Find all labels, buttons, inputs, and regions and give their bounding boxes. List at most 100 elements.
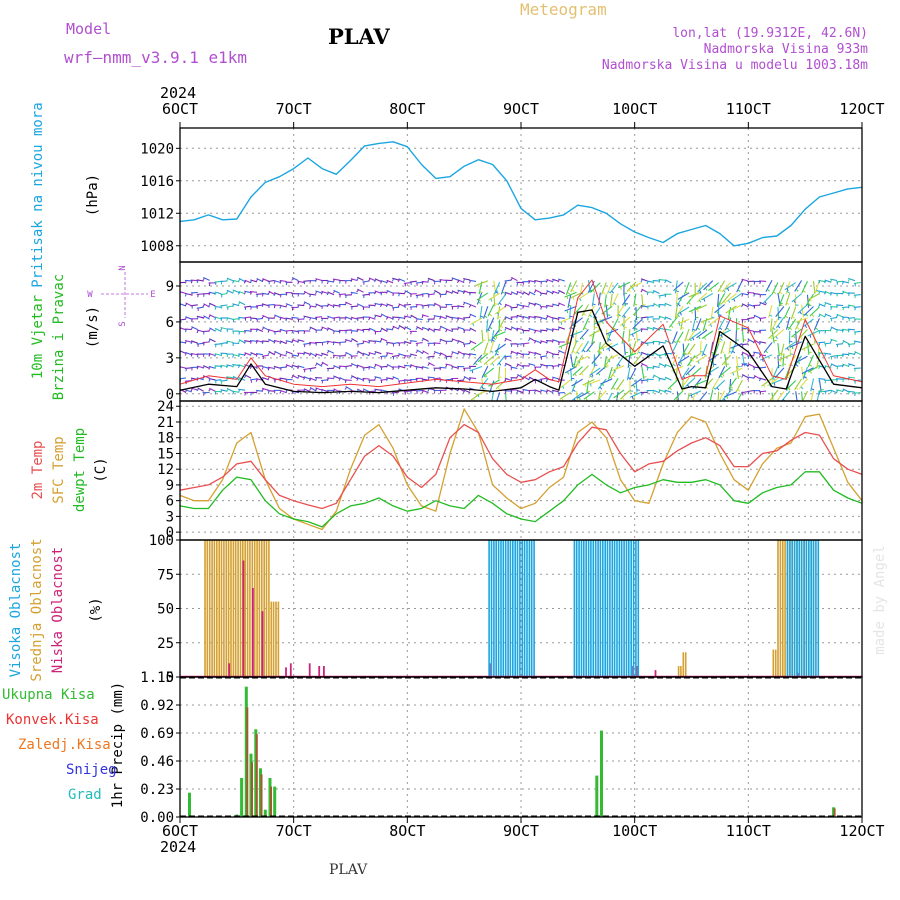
wind-barb-76-7 <box>621 306 631 318</box>
wind-barb-flag-75-0 <box>615 396 618 400</box>
wind-barb-flag-24-9 <box>314 278 318 282</box>
temp-ylabel-2m: 2m Temp <box>30 440 46 499</box>
wind-barb-flag-19-8 <box>285 292 288 296</box>
wind-barb-79-9 <box>640 278 648 282</box>
wind-barb-flag-31-3 <box>356 351 360 355</box>
wind-barb-flag-63-8 <box>545 290 549 294</box>
wind-barb-flag-35-6 <box>380 314 383 318</box>
labels-layer: 6OCT 6OCT 7OCT 7OCT 8OCT 8OCT 9OCT 9OCT 10OCT 10O… <box>2 100 888 840</box>
cloud-bar-2-1-89 <box>602 540 604 677</box>
wind-barb-flag-113-3 <box>842 354 844 358</box>
wind-barb-101-9 <box>771 282 779 295</box>
wind-barb-flag-15-4 <box>261 340 264 345</box>
precip-legend-3: Snijeg <box>66 762 117 778</box>
wind-barb-flag-21-8 <box>297 293 300 297</box>
wind-barb-flag-33-6 <box>368 317 371 321</box>
wind-barb-95-1 <box>735 379 743 392</box>
wind-barb-flag-104-4 <box>786 347 790 351</box>
year-bottom-label: 2024 <box>160 838 197 856</box>
wind-barb-flag-48-4 <box>456 340 460 344</box>
wind-barb-66-1 <box>560 379 572 389</box>
wind-barb-88-2 <box>690 367 702 377</box>
wind-barb-flag-94-5 <box>735 339 740 341</box>
wind-barb-flag-91-4 <box>714 353 718 356</box>
wind-barb-flag-76-9 <box>620 286 622 290</box>
wind-barb-flag-63-6 <box>545 315 549 319</box>
wind-barb-flag-39-1 <box>404 379 406 383</box>
wind-barb-flag-53-4 <box>490 350 494 353</box>
wind-barb-flag-51-2 <box>471 370 474 374</box>
wind-barb-flag-3-5 <box>190 326 194 330</box>
precip-bar-1-0 <box>246 707 249 817</box>
wind-barb-flag-43-1 <box>427 377 430 381</box>
cloud-bar-0-0-11 <box>232 540 235 677</box>
wind-barb-flag-18-0 <box>279 390 282 394</box>
wind-barb-flag-111-9 <box>830 279 833 283</box>
wind-barb-flag-104-6 <box>789 327 793 331</box>
wind-barb-flag-48-3 <box>456 351 460 355</box>
wind-barb-flag-87-8 <box>688 301 691 305</box>
wind-barb-flag-24-5 <box>315 330 317 334</box>
wind-barb-flag-26-4 <box>326 341 329 345</box>
wind-barb-43-1 <box>427 376 435 379</box>
model-label: Model <box>66 20 112 38</box>
wind-barb-flag-11-9 <box>237 278 241 282</box>
wind-barb-flag-13-2 <box>249 365 253 370</box>
wind-barb-flag-17-4 <box>273 340 276 344</box>
wind-barb-flag-25-3 <box>320 353 324 357</box>
wind-barb-flag-91-6 <box>709 323 713 328</box>
wind-barb-96-4 <box>741 343 749 346</box>
wind-barb-flag-28-1 <box>338 377 342 381</box>
wind-barb-49-1 <box>463 376 471 381</box>
wind-barb-74-3 <box>606 354 619 361</box>
cloud-bar-2-2-130.5 <box>798 540 801 677</box>
wind-barb-flag-76-3 <box>628 364 632 367</box>
wind-barb-flag-93-8 <box>723 300 727 304</box>
cloud-bar-2-1-93 <box>620 540 623 677</box>
wind-barb-flag-8-2 <box>220 365 223 369</box>
wind-barb-flag-47-8 <box>451 291 454 295</box>
wind-barb-78-2 <box>641 366 645 380</box>
wind-barb-99-2 <box>759 366 767 369</box>
wind-barb-flag-85-7 <box>677 314 680 318</box>
wind-barb-flag-90-7 <box>711 316 715 319</box>
wind-barb-flag-52-8 <box>478 298 481 302</box>
cloud-bar-2-0-72.5 <box>523 540 526 677</box>
wind-barb-flag-95-8 <box>733 298 736 302</box>
wind-barb-flag-2-5 <box>185 328 187 333</box>
wind-barb-flag-44-0 <box>433 390 436 394</box>
wind-barb-33-5 <box>368 327 376 332</box>
wind-barb-flag-19-9 <box>285 282 288 286</box>
wind-barb-flag-84-1 <box>669 387 672 391</box>
wind-barb-flag-36-7 <box>385 304 389 308</box>
wind-barb-flag-102-7 <box>776 314 780 318</box>
wind-barb-flag-68-5 <box>572 334 574 338</box>
wind-barb-flag-73-3 <box>606 363 609 367</box>
wind-barb-flag-46-9 <box>445 280 448 284</box>
cloud-ylabel-mid: Srednja Oblacnost <box>29 538 45 681</box>
cloud-bar-2-1-83.5 <box>575 540 578 677</box>
wind-barb-flag-107-8 <box>807 302 811 306</box>
wind-barb-flag-76-0 <box>621 397 625 401</box>
wind-barb-flag-64-0 <box>551 390 554 394</box>
wind-barb-flag-49-1 <box>462 376 466 380</box>
wind-barb-flag-55-8 <box>499 302 502 306</box>
precip-ylabel: 1hr Precip (mm) <box>110 682 126 808</box>
wind-barb-flag-104-9 <box>786 288 789 292</box>
wind-barb-flag-88-0 <box>690 394 693 399</box>
wind-barb-flag-52-4 <box>484 352 488 355</box>
wind-barb-flag-26-3 <box>326 350 330 354</box>
cloud-bar-0-5-126.5 <box>779 540 782 677</box>
wind-barb-13-6 <box>249 317 258 320</box>
wind-barb-87-0 <box>692 392 696 401</box>
wind-barb-flag-34-4 <box>374 340 377 345</box>
wind-barb-flag-68-2 <box>574 373 577 377</box>
wind-barb-7-8 <box>214 291 222 295</box>
temperature-y-tick-label-5: 15 <box>157 446 174 462</box>
wind-barb-flag-41-5 <box>415 326 419 331</box>
wind-barb-flag-42-5 <box>421 327 424 331</box>
wind-barb-flag-60-5 <box>528 328 531 332</box>
wind-barb-flag-96-7 <box>741 304 744 308</box>
wind-barb-flag-19-3 <box>285 351 288 355</box>
x-tick-label-bottom-0: 6OCT <box>162 822 198 840</box>
